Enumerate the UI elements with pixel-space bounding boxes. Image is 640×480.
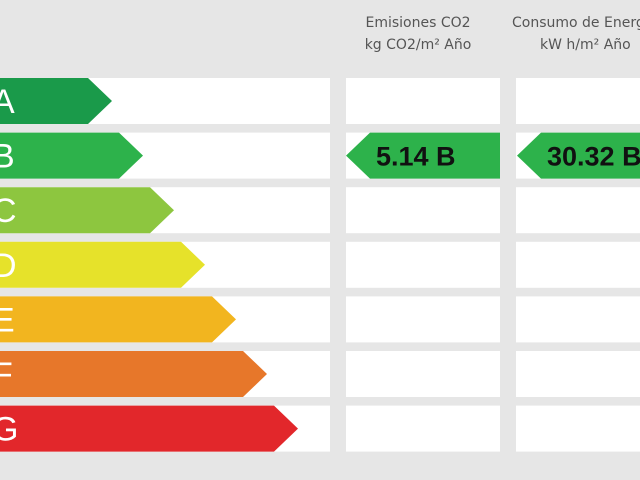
rating-arrow	[0, 241, 205, 288]
row-box	[516, 187, 640, 234]
row-box	[516, 241, 640, 288]
rating-arrow	[0, 78, 112, 124]
row-box	[346, 187, 500, 234]
header-unit: kg CO2/m² Año	[365, 37, 472, 53]
row-box	[346, 78, 500, 124]
rating-letter: C	[0, 192, 17, 230]
rating-letter: E	[0, 301, 15, 339]
row-box	[346, 296, 500, 343]
rating-arrow	[0, 351, 267, 397]
rating-letter: G	[0, 411, 18, 449]
rating-arrow	[0, 405, 298, 452]
row-box	[346, 241, 500, 288]
rating-arrow	[0, 296, 236, 343]
rating-arrow	[0, 132, 143, 179]
rating-letter: D	[0, 247, 17, 285]
header-title: Consumo de Energía	[512, 15, 640, 31]
indicator-arrow	[346, 132, 500, 179]
row-box	[516, 296, 640, 343]
row-box	[346, 351, 500, 397]
row-box	[346, 405, 500, 452]
row-box	[516, 78, 640, 124]
row-box	[516, 405, 640, 452]
rating-letter: A	[0, 83, 15, 121]
rating-arrow	[0, 187, 174, 234]
indicator-value: 5.14 B	[376, 142, 456, 172]
header-unit: kW h/m² Año	[540, 37, 631, 53]
row-box	[516, 351, 640, 397]
indicator-value: 30.32 B	[547, 142, 640, 172]
rating-letter: F	[0, 356, 13, 394]
rating-letter: B	[0, 138, 15, 176]
header-title: Emisiones CO2	[365, 15, 470, 31]
indicator-arrow	[517, 132, 640, 179]
